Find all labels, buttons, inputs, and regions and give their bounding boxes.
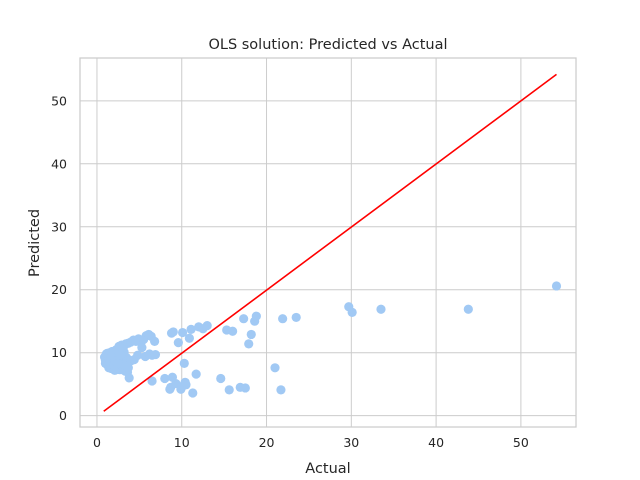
x-tick-label: 50 bbox=[513, 435, 529, 450]
data-point bbox=[180, 377, 190, 387]
plot-background bbox=[80, 58, 576, 427]
grid bbox=[80, 58, 576, 427]
data-point bbox=[179, 358, 189, 369]
data-point bbox=[202, 321, 212, 331]
y-tick-label: 40 bbox=[51, 156, 67, 171]
chart-title: OLS solution: Predicted vs Actual bbox=[208, 37, 447, 53]
data-point bbox=[551, 281, 562, 291]
data-point bbox=[188, 388, 198, 398]
y-tick-label: 10 bbox=[51, 345, 67, 360]
y-tick-label: 20 bbox=[51, 282, 67, 297]
y-tick-label: 50 bbox=[51, 93, 67, 108]
data-point bbox=[251, 311, 261, 321]
data-point bbox=[224, 385, 234, 395]
data-point bbox=[166, 382, 176, 392]
data-point bbox=[270, 363, 280, 373]
data-point bbox=[116, 349, 126, 360]
scatter-points bbox=[99, 281, 562, 398]
y-tick-labels: 0 10 20 30 40 50 bbox=[51, 93, 67, 423]
data-point bbox=[160, 373, 170, 384]
reference-line bbox=[103, 73, 557, 412]
x-tick-label: 0 bbox=[93, 435, 101, 450]
y-tick-label: 30 bbox=[51, 219, 67, 234]
data-point bbox=[239, 314, 249, 324]
data-point bbox=[137, 343, 147, 353]
y-axis-label: Predicted bbox=[27, 209, 43, 277]
identity-line bbox=[103, 73, 557, 412]
data-point bbox=[177, 327, 188, 338]
data-point bbox=[463, 304, 473, 314]
x-tick-label: 10 bbox=[174, 435, 190, 450]
data-point bbox=[124, 373, 134, 383]
data-point bbox=[291, 312, 301, 323]
data-point bbox=[228, 326, 238, 336]
data-point bbox=[186, 324, 196, 334]
x-tick-labels: 0 10 20 30 40 50 bbox=[93, 435, 529, 450]
data-point bbox=[216, 373, 226, 384]
data-point bbox=[347, 307, 357, 317]
data-point bbox=[167, 372, 178, 382]
x-axis-label: Actual bbox=[305, 461, 350, 477]
plot-frame bbox=[79, 57, 577, 428]
data-point bbox=[150, 349, 161, 360]
data-point bbox=[168, 327, 178, 337]
data-point bbox=[246, 329, 256, 340]
data-point bbox=[376, 304, 386, 314]
x-tick-label: 20 bbox=[259, 435, 275, 450]
x-tick-label: 40 bbox=[428, 435, 444, 450]
data-point bbox=[173, 338, 183, 348]
data-point bbox=[244, 339, 254, 349]
data-point bbox=[240, 383, 250, 393]
data-point bbox=[184, 333, 194, 343]
data-point bbox=[150, 336, 160, 346]
data-point bbox=[147, 376, 157, 386]
data-point bbox=[276, 385, 286, 395]
x-tick-label: 30 bbox=[343, 435, 359, 450]
data-point bbox=[133, 350, 143, 360]
data-point bbox=[191, 369, 201, 379]
data-point bbox=[278, 314, 288, 324]
y-tick-label: 0 bbox=[59, 408, 67, 423]
